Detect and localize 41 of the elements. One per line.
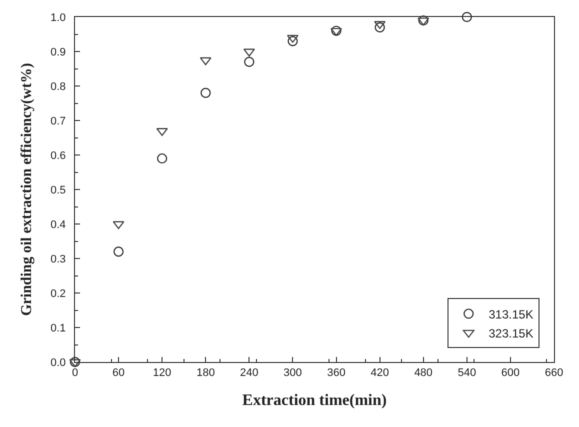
x-tick-label: 120: [152, 367, 172, 380]
x-tick-label: 360: [327, 367, 346, 380]
y-tick-label: 0.7: [50, 115, 66, 128]
y-tick-label: 0.3: [50, 253, 66, 266]
y-tick-label: 0.5: [50, 184, 66, 196]
y-tick-label: 0.2: [50, 288, 66, 300]
point: [200, 57, 212, 66]
point: [70, 356, 80, 368]
point: [200, 88, 211, 98]
x-tick-label: 420: [370, 367, 389, 380]
x-axis-title: Extraction time(min): [242, 392, 387, 409]
y-tick-label: 0.0: [50, 356, 66, 369]
point: [244, 56, 254, 67]
y-tick-label: 0.1: [50, 322, 66, 334]
point: [418, 15, 428, 26]
point: [156, 153, 168, 164]
x-tick-label: 240: [240, 367, 258, 380]
x-tick-label: 300: [284, 367, 302, 380]
y-tick-label: 0.8: [50, 80, 66, 93]
x-tick-label: 60: [112, 367, 125, 380]
point: [113, 246, 124, 257]
point: [288, 36, 298, 46]
legend-label: 323.15K: [488, 326, 534, 340]
y-tick-label: 1.0: [50, 12, 66, 24]
x-tick-label: 0: [72, 367, 78, 380]
y-tick-label: 0.6: [50, 150, 66, 162]
x-tick-label: 180: [196, 367, 215, 380]
point: [69, 359, 81, 368]
x-tick-label: 660: [544, 367, 564, 380]
point: [243, 48, 255, 57]
point: [418, 18, 430, 26]
point: [112, 221, 124, 230]
point: [462, 12, 472, 22]
x-tick-label: 540: [458, 367, 476, 380]
point: [374, 22, 385, 32]
x-tick-label: 480: [414, 367, 433, 380]
legend-label: 313.15K: [488, 307, 534, 322]
y-tick-label: 0.4: [50, 218, 66, 231]
y-axis-title: Grinding oil extraction efficiency(wt%): [18, 63, 35, 316]
x-tick-label: 600: [501, 367, 520, 380]
y-tick-label: 0.9: [50, 46, 66, 58]
